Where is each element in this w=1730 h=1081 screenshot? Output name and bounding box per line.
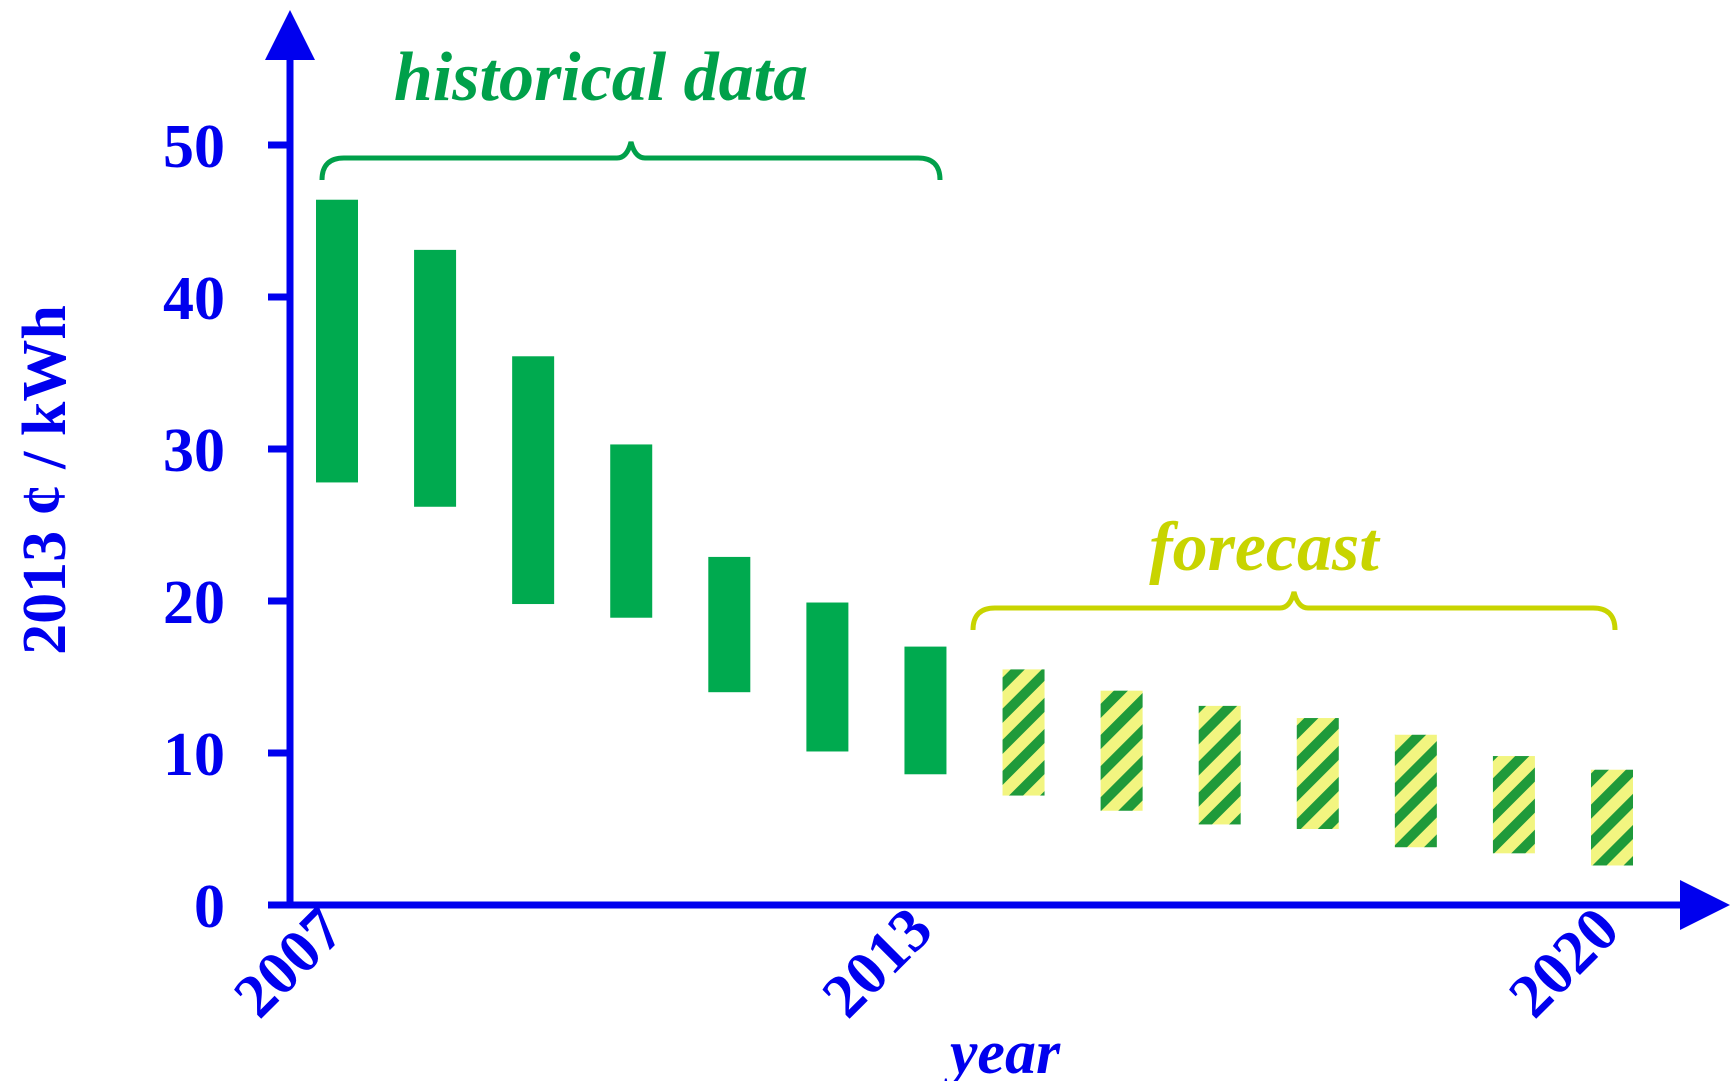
x-ticks: 2007 2013 2020 [221, 895, 1632, 1031]
x-axis-arrowhead [1680, 880, 1730, 930]
x-axis [268, 880, 1730, 930]
x-axis-title: year [943, 1019, 1061, 1081]
region-label: forecast [1149, 509, 1381, 586]
y-axis-title: 2013 ¢ / kWh [11, 305, 79, 655]
historical-bar-2011 [708, 556, 751, 693]
x-tick-label: 2020 [1496, 895, 1632, 1031]
historical-bar-2009 [512, 356, 555, 605]
x-tick-label: 2013 [810, 895, 946, 1031]
y-tick-label: 40 [163, 265, 225, 333]
historical-bar-2008 [414, 249, 457, 507]
y-ticks: 0 10 20 30 40 50 [163, 113, 290, 941]
region-label: historical data [394, 39, 808, 116]
historical-bar-2010 [610, 444, 653, 618]
forecast-bar-2014 [1002, 669, 1045, 796]
region-brace [319, 141, 943, 181]
forecast-bar-2016 [1198, 705, 1241, 825]
region-brace [970, 591, 1618, 631]
y-tick-label: 30 [163, 417, 225, 485]
forecast-bar-2018 [1394, 734, 1437, 848]
y-tick-label: 0 [194, 873, 225, 941]
y-axis-arrowhead [265, 10, 315, 60]
bars [316, 199, 1633, 866]
forecast-bar-2015 [1100, 690, 1143, 811]
regions: historical data forecast [319, 39, 1618, 631]
y-tick-label: 20 [163, 569, 225, 637]
y-tick-label: 10 [163, 721, 225, 789]
y-axis [265, 10, 315, 905]
historical-bar-2013 [904, 646, 947, 775]
historical-bar-2007 [316, 199, 358, 483]
forecast-bar-2020 [1591, 769, 1633, 866]
x-tick-label: 2007 [221, 895, 357, 1031]
historical-bar-2012 [806, 602, 849, 752]
y-tick-label: 50 [163, 113, 225, 181]
forecast-bar-2017 [1296, 718, 1339, 829]
forecast-bar-2019 [1492, 756, 1535, 854]
